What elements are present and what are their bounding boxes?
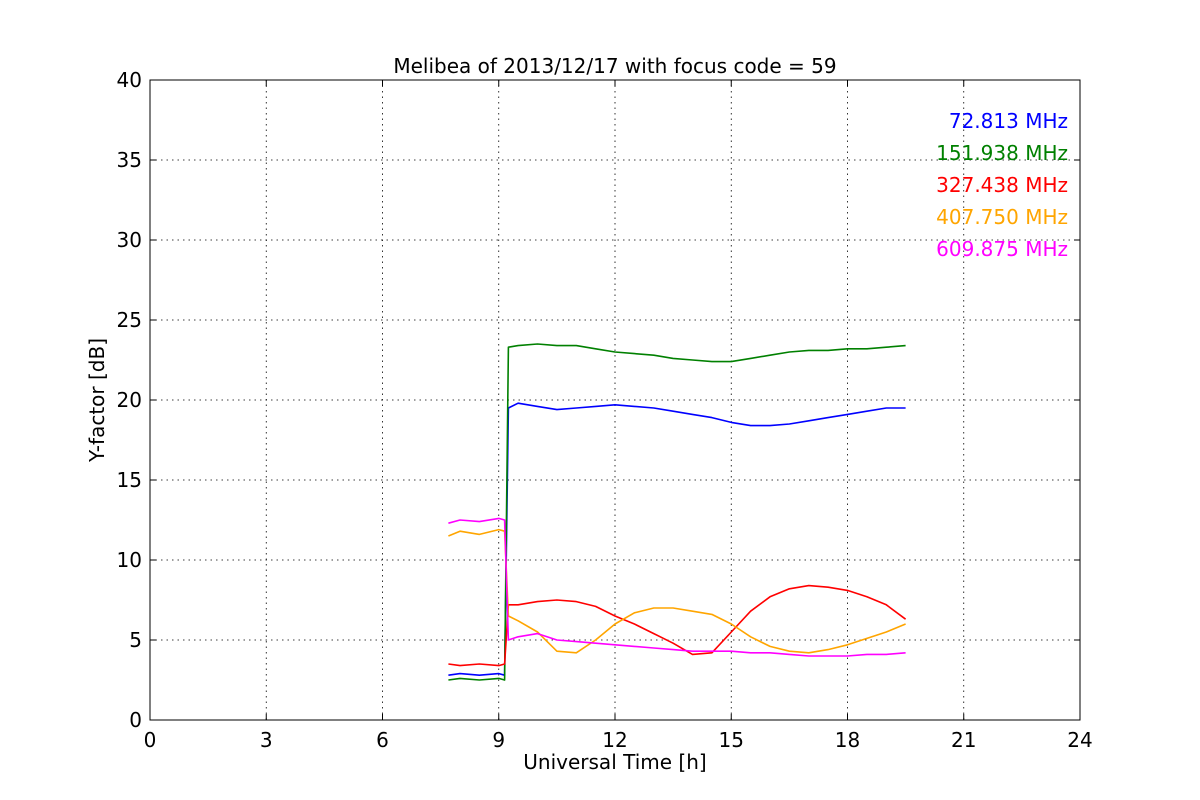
x-tick-label: 6 xyxy=(376,728,389,752)
y-tick-label: 35 xyxy=(117,148,142,172)
x-tick-label: 24 xyxy=(1067,728,1092,752)
legend-entry: 151.938 MHz xyxy=(936,141,1068,165)
y-tick-label: 15 xyxy=(117,468,142,492)
y-tick-label: 10 xyxy=(117,548,142,572)
y-tick-label: 30 xyxy=(117,228,142,252)
y-tick-label: 40 xyxy=(117,68,142,92)
series-line-3 xyxy=(448,528,906,654)
x-tick-label: 0 xyxy=(144,728,157,752)
x-tick-label: 9 xyxy=(492,728,505,752)
data-series xyxy=(448,343,907,681)
series-line-2 xyxy=(448,584,907,667)
x-tick-label: 18 xyxy=(835,728,860,752)
legend-entry: 609.875 MHz xyxy=(936,237,1068,261)
y-tick-label: 5 xyxy=(129,628,142,652)
chart-title: Melibea of 2013/12/17 with focus code = … xyxy=(393,54,836,78)
x-tick-label: 12 xyxy=(602,728,627,752)
y-axis-label: Y-factor [dB] xyxy=(85,338,109,463)
legend: 72.813 MHz 151.938 MHz 327.438 MHz 407.750 … xyxy=(936,109,1068,261)
series-line-4 xyxy=(448,517,906,657)
x-tick-label: 3 xyxy=(260,728,273,752)
y-tick-label: 20 xyxy=(117,388,142,412)
x-axis-label: Universal Time [h] xyxy=(523,750,706,774)
series-line-1 xyxy=(448,343,906,681)
series-line-0 xyxy=(448,402,906,676)
x-tick-label: 21 xyxy=(951,728,976,752)
legend-entry: 72.813 MHz xyxy=(949,109,1068,133)
y-tick-label: 0 xyxy=(129,708,142,732)
axis-ticks: 0 3 6 9 12 15 18 21 24 0 5 10 15 20 25 30 35 40 xyxy=(117,68,1093,752)
legend-entry: 407.750 MHz xyxy=(936,205,1068,229)
x-tick-label: 15 xyxy=(719,728,744,752)
y-tick-label: 25 xyxy=(117,308,142,332)
legend-entry: 327.438 MHz xyxy=(936,173,1068,197)
